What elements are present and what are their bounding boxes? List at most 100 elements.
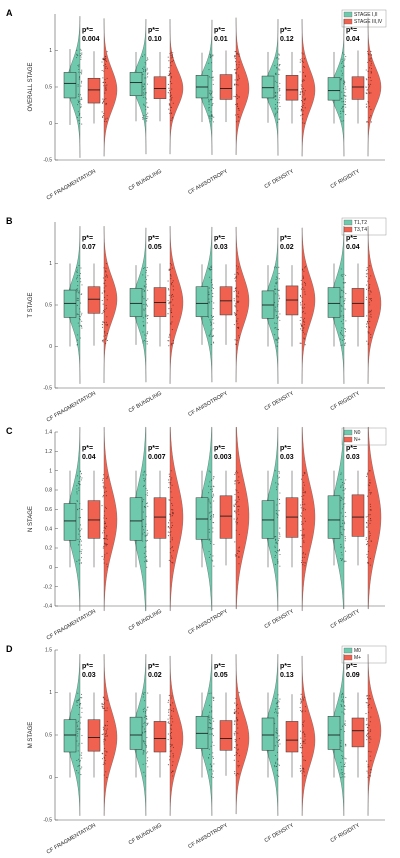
data-point [301,296,303,298]
data-point [212,334,214,337]
data-point [213,744,215,746]
data-point [301,534,303,536]
data-point [172,56,174,59]
data-point [170,57,172,59]
data-point [238,738,240,740]
data-point [172,316,174,318]
data-point [302,311,304,313]
data-point [168,336,170,338]
data-point [78,533,80,535]
data-point [101,61,103,63]
data-point [142,709,144,711]
data-point [212,514,215,516]
data-point [105,537,107,539]
data-point [277,560,279,563]
data-point [104,542,106,544]
data-point [304,97,307,99]
data-point [342,106,344,108]
data-point [236,84,238,86]
data-point [345,293,347,295]
box [63,719,77,753]
data-point [238,77,240,80]
data-point [302,110,304,112]
data-point [237,712,239,714]
data-point [79,480,81,483]
data-point [102,116,104,118]
data-point [145,283,147,285]
data-point [102,706,104,708]
data-point [105,731,108,733]
data-point [234,746,236,748]
data-point [369,265,371,267]
data-point [168,268,170,270]
p-value-label: p*= [82,663,93,670]
data-point [302,768,304,770]
data-point [275,542,277,544]
data-point [144,97,146,99]
data-point [368,318,370,320]
data-point [366,739,368,741]
data-point [103,58,105,60]
data-point [171,502,173,505]
data-point [235,275,238,277]
data-point [340,289,343,291]
data-point [370,115,372,117]
data-point [301,521,303,523]
data-point [81,757,83,759]
data-point [370,58,372,60]
data-point [299,730,302,732]
data-point [145,304,147,306]
data-point [212,776,214,779]
data-point [102,98,104,100]
data-point [212,296,214,298]
data-point [105,543,107,545]
data-point [277,744,279,746]
data-point [237,318,239,320]
legend-swatch [343,18,353,25]
data-point [368,287,370,289]
data-point [302,87,305,90]
data-point [81,549,83,551]
data-point [344,86,346,88]
data-point [303,541,305,543]
box [195,286,209,317]
p-value: 0.05 [214,672,228,679]
data-point [365,526,368,528]
data-point [302,770,304,772]
data-point [208,115,210,117]
data-point [145,494,147,496]
data-point [102,707,104,709]
p-value-label: p*= [214,235,225,242]
data-point [367,727,369,729]
data-point [78,317,80,319]
dot-cloud [167,52,174,121]
box [153,76,167,99]
data-point [366,79,368,81]
data-point [170,308,172,310]
data-point [368,87,370,89]
data-point [167,535,169,537]
data-point [366,543,368,545]
data-point [77,298,79,300]
data-point [235,290,238,292]
data-point [276,729,278,731]
data-point [299,295,302,297]
data-point [77,735,79,737]
data-point [236,104,238,106]
data-point [278,775,280,777]
data-point [213,476,215,478]
data-point [79,524,82,526]
data-point [209,90,211,92]
data-point [302,487,304,489]
data-point [170,479,172,481]
data-point [211,278,213,280]
data-point [143,707,145,709]
category-group: p*=0.03 [327,426,382,610]
data-point [345,745,347,747]
data-point [277,539,279,541]
data-point [143,104,145,106]
data-point [170,310,172,312]
data-point [365,276,367,278]
data-point [169,81,171,83]
data-point [142,70,145,72]
